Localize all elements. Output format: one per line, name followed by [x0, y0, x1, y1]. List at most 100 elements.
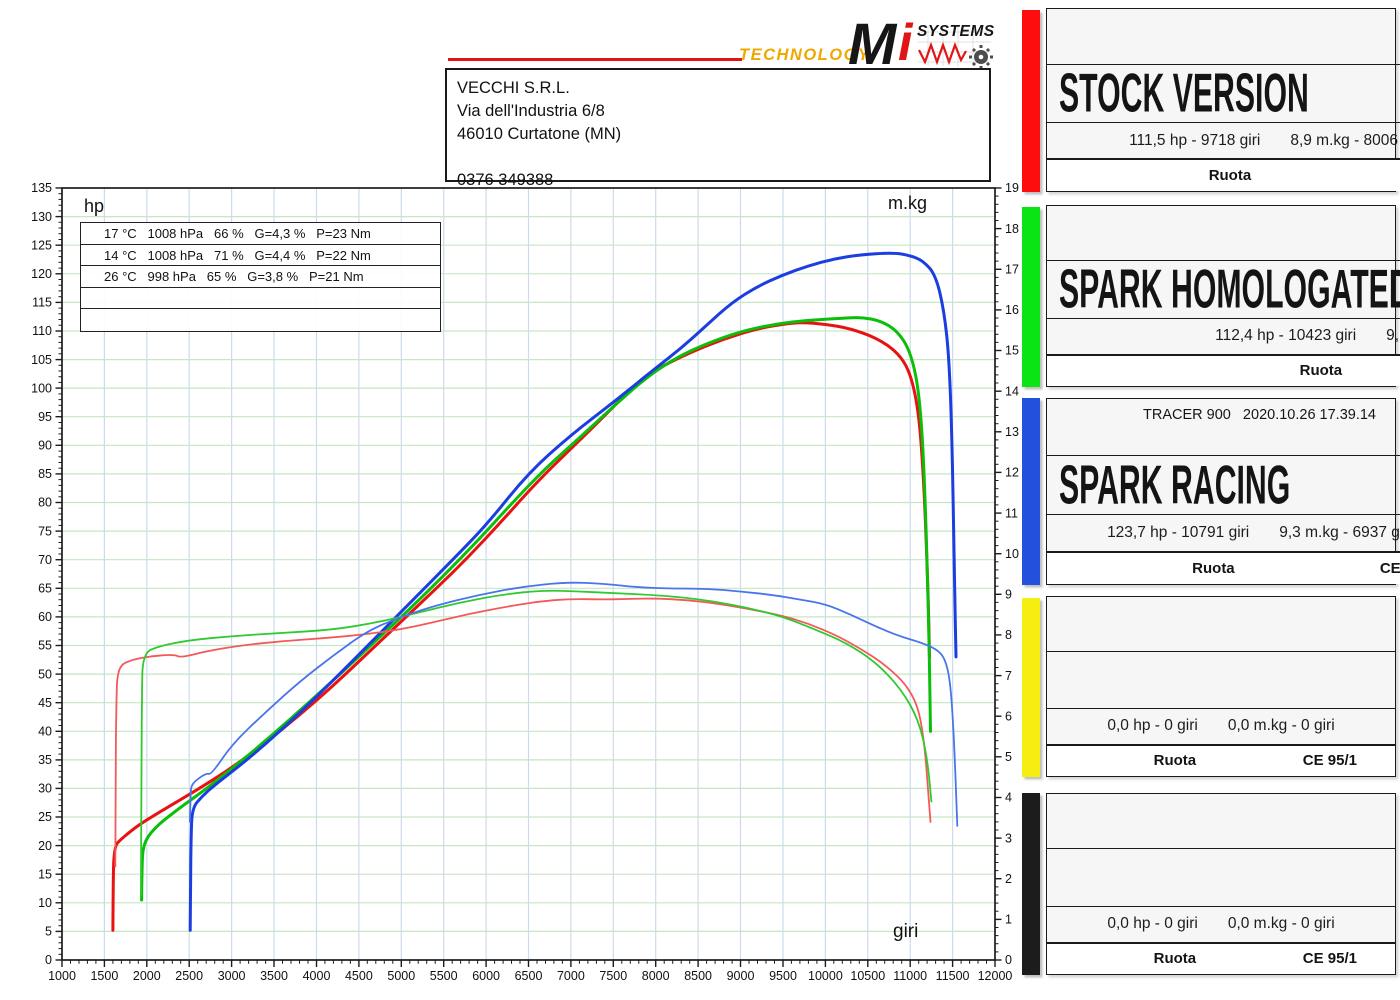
- address-spacer: [457, 146, 989, 169]
- env-row-racing: 26 °C 998 hPa 65 % G=3,8 % P=21 Nm: [81, 266, 440, 288]
- env-row-empty-1: [81, 288, 440, 309]
- svg-text:20: 20: [38, 839, 52, 853]
- panel-footer-norm: CE 95/1: [1302, 950, 1357, 968]
- svg-text:95: 95: [38, 410, 52, 424]
- svg-text:1000: 1000: [48, 969, 76, 983]
- panel-stat-hp: 112,4 hp - 10423 giri: [1215, 327, 1357, 345]
- svg-text:70: 70: [38, 553, 52, 567]
- svg-text:90: 90: [38, 439, 52, 453]
- svg-text:105: 105: [31, 353, 52, 367]
- svg-text:4000: 4000: [303, 969, 331, 983]
- run-panel-empty-1[interactable]: 0,0 hp - 0 giri 0,0 m.kg - 0 giri Ruota …: [1046, 596, 1396, 777]
- panel-footer-norm: CE 95/1: [1379, 559, 1400, 577]
- svg-text:45: 45: [38, 696, 52, 710]
- svg-text:7000: 7000: [557, 969, 585, 983]
- svg-text:30: 30: [38, 782, 52, 796]
- panel-stat-mkg: 9,1 m.kg - 6683 giri: [1386, 327, 1400, 345]
- gear-icon: [969, 45, 993, 69]
- svg-text:10: 10: [1005, 547, 1019, 561]
- legend-bar-homologated[interactable]: [1022, 207, 1040, 387]
- environment-conditions-box: 17 °C 1008 hPa 66 % G=4,3 % P=23 Nm 14 °…: [80, 222, 441, 332]
- legend-bar-stock[interactable]: [1022, 10, 1040, 192]
- run-panel-homologated[interactable]: SPARK HOMOLOGATED 112,4 hp - 10423 giri …: [1046, 205, 1400, 387]
- legend-bar-empty-1[interactable]: [1022, 598, 1040, 777]
- panel-title: SPARK RACING: [1059, 453, 1291, 516]
- legend-bar-racing[interactable]: [1022, 398, 1040, 585]
- svg-text:1500: 1500: [90, 969, 118, 983]
- svg-text:4500: 4500: [345, 969, 373, 983]
- svg-text:8000: 8000: [642, 969, 670, 983]
- panel-stat-hp: 111,5 hp - 9718 giri: [1129, 131, 1261, 149]
- svg-text:50: 50: [38, 667, 52, 681]
- svg-text:5500: 5500: [430, 969, 458, 983]
- svg-text:16: 16: [1005, 303, 1019, 317]
- header-rule: [448, 58, 742, 61]
- panel-title: STOCK VERSION: [1059, 62, 1309, 124]
- run-panel-racing[interactable]: TRACER 900 2020.10.26 17.39.14 SPARK RAC…: [1046, 398, 1400, 585]
- curve-power-racing: [188, 251, 958, 932]
- svg-text:1: 1: [1005, 913, 1012, 927]
- svg-text:10000: 10000: [808, 969, 843, 983]
- svg-text:7: 7: [1005, 669, 1012, 683]
- logo-technology-text: TECHNOLOGY: [739, 46, 871, 64]
- panel-stat-mkg: 0,0 m.kg - 0 giri: [1227, 915, 1335, 933]
- company-name: VECCHI S.R.L.: [457, 79, 570, 97]
- panel-stat-mkg: 8,9 m.kg - 8006 giri: [1290, 131, 1400, 149]
- svg-text:8: 8: [1005, 628, 1012, 642]
- svg-text:110: 110: [32, 324, 52, 338]
- svg-text:125: 125: [31, 238, 52, 252]
- curve-torque-stock: [114, 597, 932, 868]
- svg-text:6500: 6500: [515, 969, 543, 983]
- svg-text:5000: 5000: [387, 969, 415, 983]
- x-axis-title: giri: [893, 921, 919, 942]
- svg-text:10: 10: [38, 896, 52, 910]
- svg-text:6: 6: [1005, 709, 1012, 723]
- logo-systems-text: SYSTEMS: [917, 23, 995, 40]
- curve-torque-racing: [189, 581, 959, 827]
- svg-text:14: 14: [1005, 384, 1019, 398]
- svg-text:60: 60: [38, 610, 52, 624]
- svg-text:4: 4: [1005, 791, 1012, 805]
- panel-stat-hp: 0,0 hp - 0 giri: [1107, 717, 1198, 735]
- svg-text:19: 19: [1005, 181, 1019, 195]
- panel-header-text: [1047, 794, 1395, 848]
- mi-systems-logo: TECHNOLOGY M i SYSTEMS: [739, 12, 995, 76]
- svg-text:5: 5: [45, 925, 52, 939]
- svg-text:2000: 2000: [133, 969, 161, 983]
- svg-text:2500: 2500: [175, 969, 203, 983]
- run-panel-empty-2[interactable]: 0,0 hp - 0 giri 0,0 m.kg - 0 giri Ruota …: [1046, 793, 1396, 975]
- curve-power-homologated: [140, 316, 932, 902]
- panel-header-text: [1047, 9, 1400, 64]
- company-phone: 0376 349388: [457, 171, 554, 189]
- env-row-empty-2: [81, 309, 440, 331]
- curve-torque-homologated: [140, 589, 933, 896]
- panel-footer-norm: CE 95/1: [1302, 752, 1357, 770]
- svg-text:10500: 10500: [850, 969, 885, 983]
- svg-text:8500: 8500: [684, 969, 712, 983]
- svg-text:12: 12: [1005, 466, 1019, 480]
- svg-text:75: 75: [38, 524, 52, 538]
- company-street: Via dell'Industria 6/8: [457, 102, 605, 120]
- panel-stat-mkg: 0,0 m.kg - 0 giri: [1227, 717, 1335, 735]
- panel-header-text: [1047, 597, 1395, 651]
- svg-text:3: 3: [1005, 831, 1012, 845]
- svg-text:115: 115: [32, 296, 52, 310]
- company-address-box: VECCHI S.R.L. Via dell'Industria 6/8 460…: [445, 68, 991, 189]
- svg-text:9: 9: [1005, 588, 1012, 602]
- panel-footer-ruota: Ruota: [1153, 752, 1197, 770]
- svg-text:65: 65: [38, 582, 52, 596]
- svg-text:7500: 7500: [599, 969, 627, 983]
- panel-header-text: [1047, 206, 1400, 260]
- svg-text:3500: 3500: [260, 969, 288, 983]
- panel-footer-ruota: Ruota: [1153, 950, 1197, 968]
- svg-text:135: 135: [31, 181, 52, 195]
- right-axis-title: m.kg: [888, 193, 928, 213]
- svg-text:5: 5: [1005, 750, 1012, 764]
- logo-m-letter: M: [848, 12, 898, 76]
- run-panel-stock[interactable]: STOCK VERSION 111,5 hp - 9718 giri 8,9 m…: [1046, 8, 1400, 192]
- panel-footer-ruota: Ruota: [1208, 167, 1252, 185]
- svg-text:11: 11: [1005, 506, 1018, 520]
- svg-text:6000: 6000: [472, 969, 500, 983]
- logo-i-letter: i: [898, 14, 914, 72]
- legend-bar-empty-2[interactable]: [1022, 793, 1040, 975]
